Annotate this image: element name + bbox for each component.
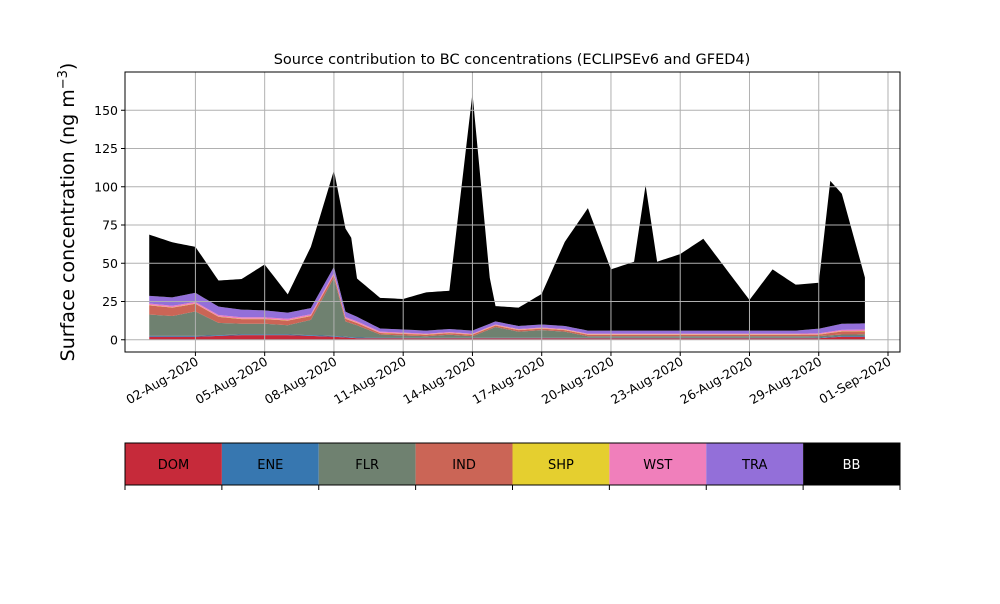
legend-swatch-ene	[221, 443, 319, 485]
y-axis-label-close: )	[57, 63, 79, 70]
x-tick-label: 17-Aug-2020	[470, 354, 548, 407]
legend-swatch-flr	[318, 443, 416, 485]
legend-label-bb: BB	[843, 458, 861, 473]
x-tick-label: 11-Aug-2020	[331, 354, 409, 407]
area-flr	[149, 277, 865, 338]
x-tick-label: 26-Aug-2020	[677, 354, 755, 407]
area-bb	[149, 93, 865, 331]
legend-label-wst: WST	[643, 458, 672, 473]
legend-label-ene: ENE	[257, 458, 283, 473]
y-tick-label: 50	[102, 256, 118, 271]
legend-swatch-wst	[609, 443, 707, 485]
legend-label-dom: DOM	[158, 458, 189, 473]
x-axis: 02-Aug-202005-Aug-202008-Aug-202011-Aug-…	[123, 352, 894, 407]
plot-frame	[124, 71, 901, 353]
legend-label-flr: FLR	[355, 458, 379, 473]
y-tick-label: 150	[94, 103, 118, 118]
x-tick-label: 20-Aug-2020	[539, 354, 617, 407]
x-tick-label: 14-Aug-2020	[400, 354, 478, 407]
x-tick-label: 01-Sep-2020	[816, 354, 893, 407]
y-tick-label: 25	[102, 294, 118, 309]
y-tick-label: 100	[94, 179, 118, 194]
y-tick-label: 0	[110, 332, 118, 347]
y-tick-label: 75	[102, 218, 118, 233]
area-ene	[149, 334, 865, 339]
legend-swatch-ind	[415, 443, 513, 485]
grid-lines	[125, 72, 900, 352]
y-axis: 0 25 50 75 100 125 150	[94, 103, 125, 347]
x-tick-label: 08-Aug-2020	[262, 354, 340, 407]
y-axis-label-main: Surface concentration (ng m	[57, 89, 79, 361]
legend-swatch-dom	[125, 443, 222, 485]
legend-label-tra: TRA	[741, 458, 767, 473]
x-tick-label: 29-Aug-2020	[747, 354, 825, 407]
plot-area	[124, 71, 901, 353]
legend-swatch-tra	[706, 443, 804, 485]
chart-title: Source contribution to BC concentrations…	[274, 52, 751, 68]
y-axis-label-superscript: −3	[56, 70, 71, 89]
legend-colorbar: DOM ENE FLR IND SHP WST TRA BB	[124, 442, 901, 490]
area-dom	[149, 335, 865, 340]
legend-label-shp: SHP	[548, 458, 574, 473]
legend-swatch-shp	[512, 443, 610, 485]
y-axis-label: Surface concentration (ng m−3)	[56, 63, 79, 362]
x-tick-label: 23-Aug-2020	[608, 354, 686, 407]
legend-label-ind: IND	[452, 458, 476, 473]
stacked-areas	[149, 93, 865, 340]
x-tick-label: 02-Aug-2020	[123, 354, 201, 407]
y-tick-label: 125	[94, 141, 118, 156]
x-tick-label: 05-Aug-2020	[193, 354, 271, 407]
legend-swatch-bb	[803, 443, 900, 485]
